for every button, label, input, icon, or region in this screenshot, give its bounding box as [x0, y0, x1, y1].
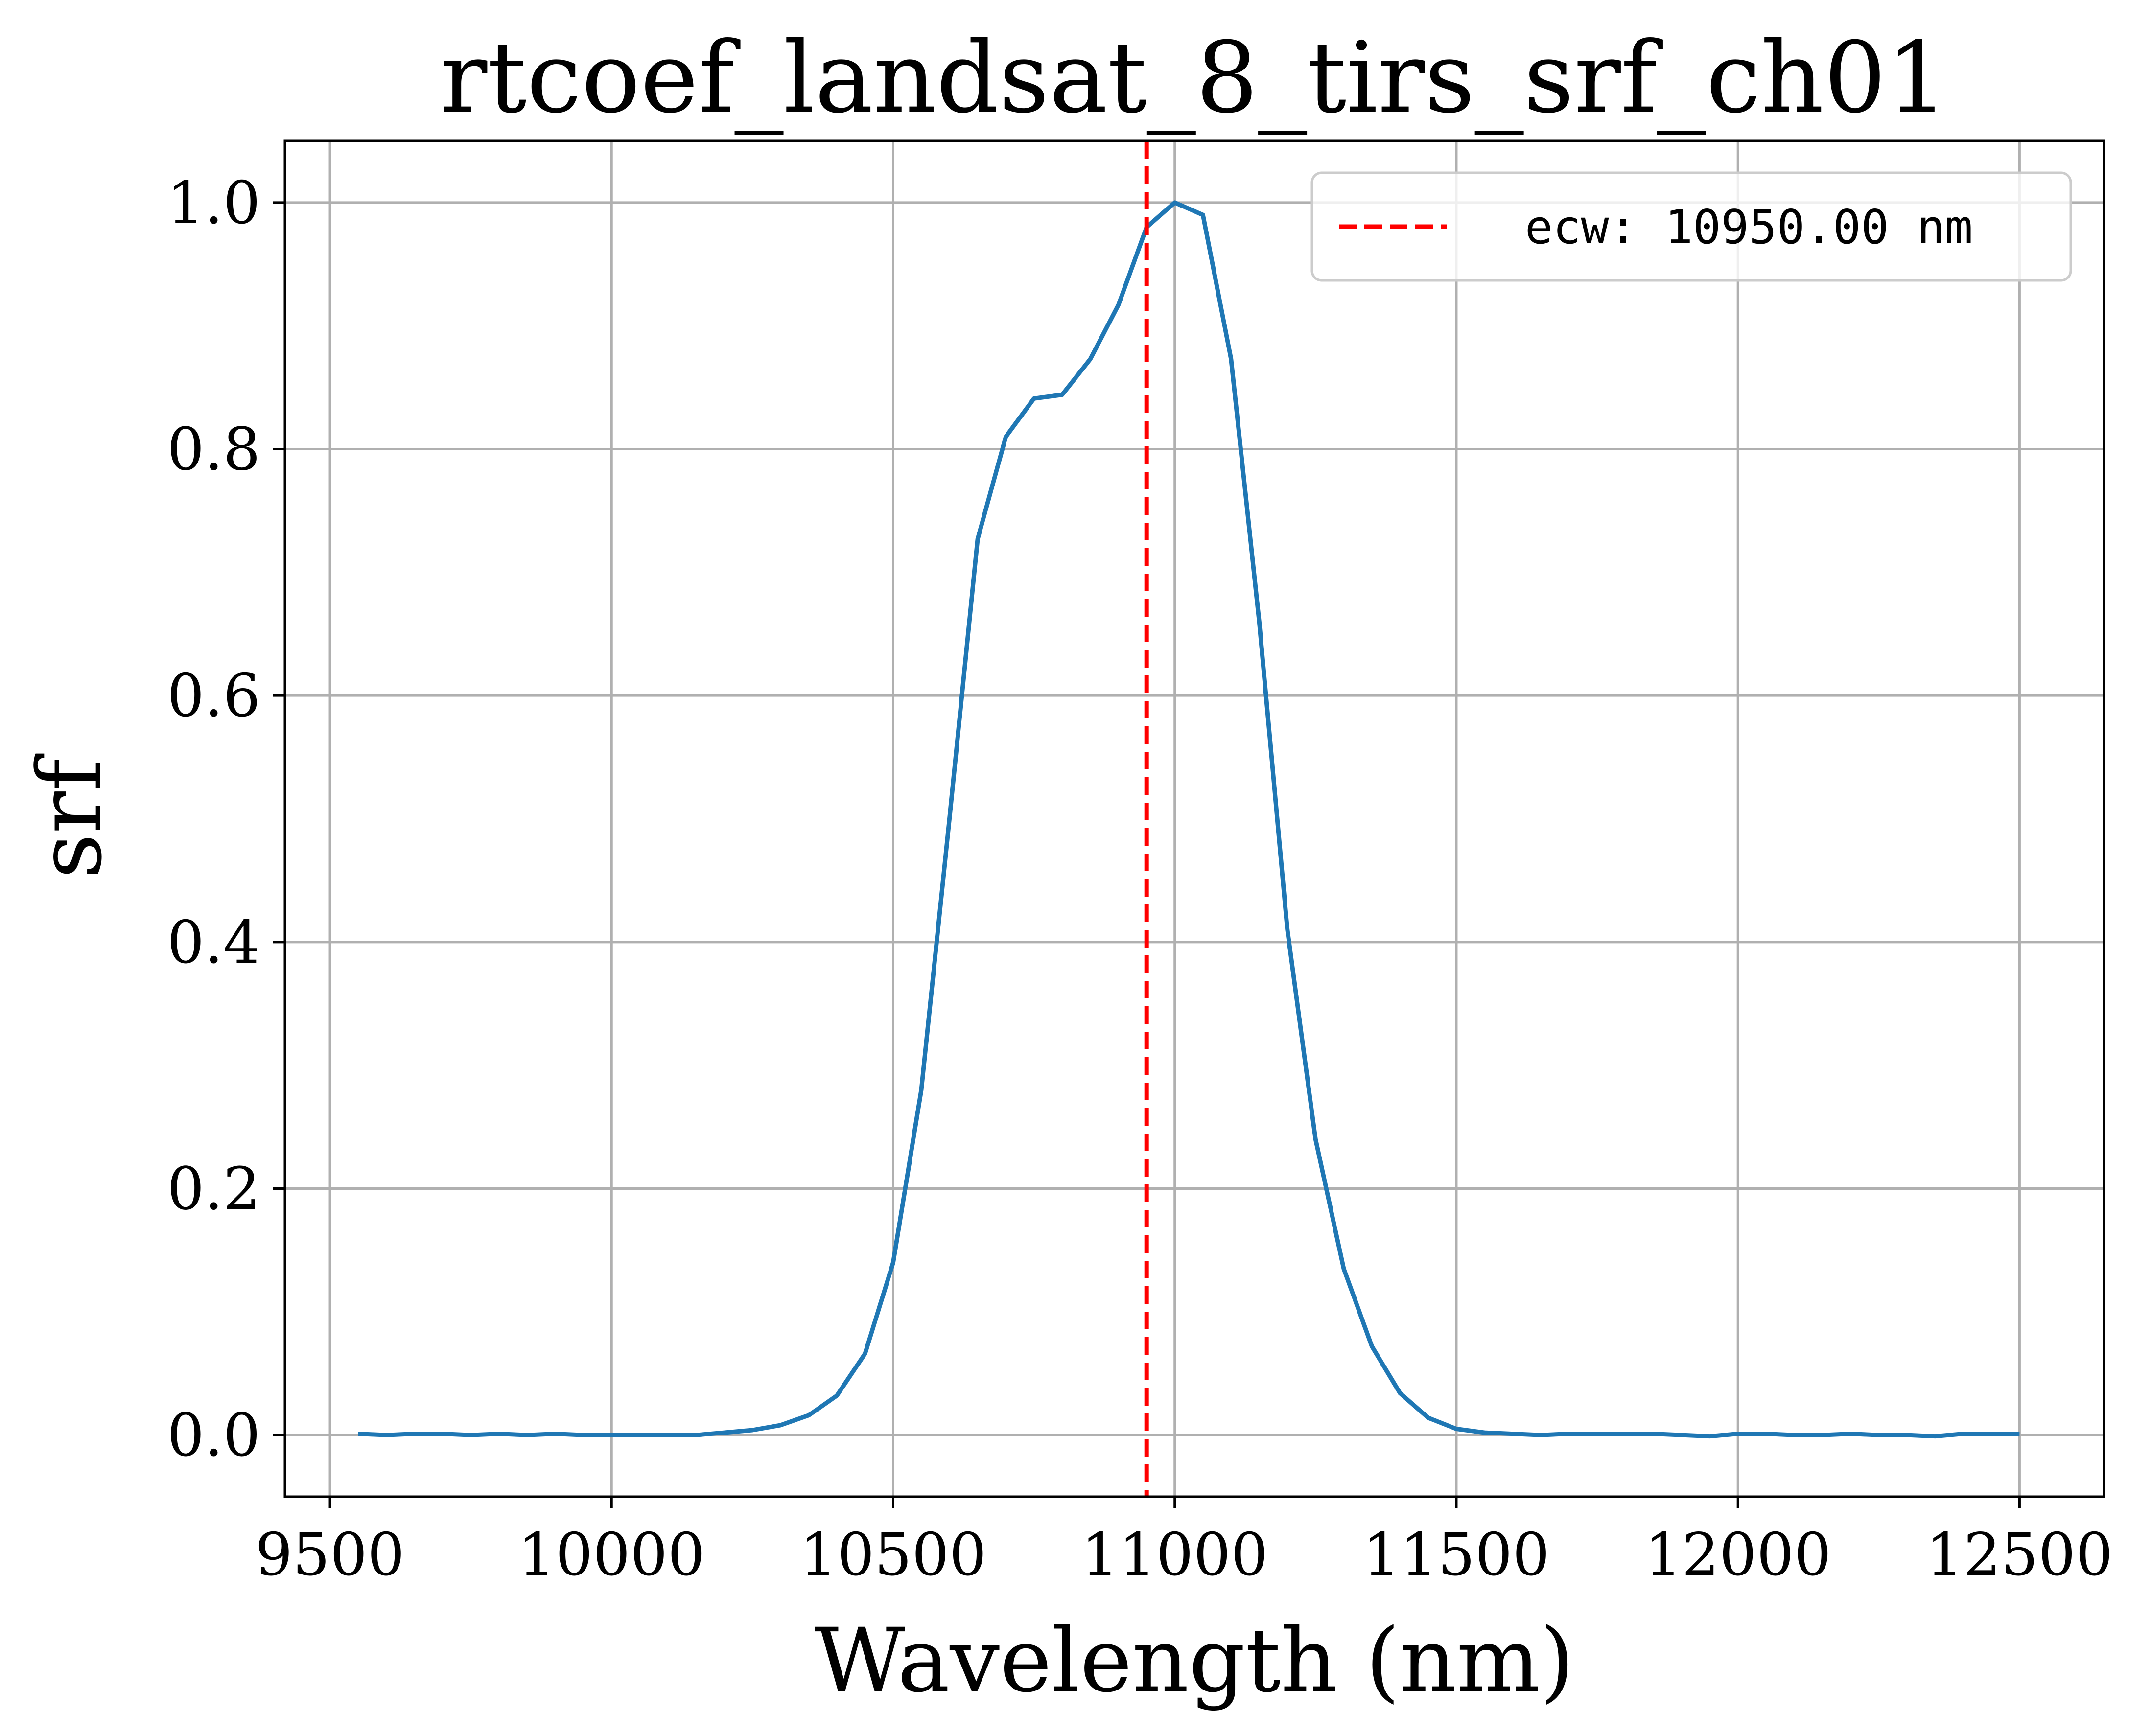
plot-area [358, 141, 2020, 1497]
x-axis-label: Wavelength (nm) [815, 1610, 1575, 1712]
axes-frame [283, 139, 2105, 1498]
x-tick-label: 12500 [1926, 1521, 2113, 1589]
x-tick-label: 11500 [1363, 1521, 1550, 1589]
y-axis-label: srf [19, 753, 121, 879]
y-tick-label: 0.2 [167, 1155, 260, 1223]
y-tick-label: 0.4 [167, 909, 260, 977]
y-tick-label: 1.0 [167, 169, 260, 237]
legend: ecw: 10950.00 nm [1310, 171, 2072, 282]
srf-series-line [358, 200, 2020, 1439]
x-tick-label: 10500 [800, 1521, 987, 1589]
legend-label-ecw: ecw: 10950.00 nm [1525, 201, 1973, 255]
y-tick-label: 0.6 [167, 662, 260, 730]
x-tick-label: 9500 [255, 1521, 404, 1589]
x-tick-label: 11000 [1081, 1521, 1268, 1589]
legend-box [1310, 171, 2072, 282]
y-tick-label: 0.0 [167, 1402, 260, 1470]
x-tick-label: 10000 [518, 1521, 705, 1589]
chart-title: rtcoef_landsat_8_tirs_srf_ch01 [441, 21, 1948, 135]
y-tick-label: 0.8 [167, 416, 260, 484]
x-tick-label: 12000 [1644, 1521, 1831, 1589]
x-axis-ticks: 9500 10000 10500 11000 11500 12000 12500 [255, 1497, 2113, 1589]
y-axis-ticks: 0.0 0.2 0.4 0.6 0.8 1.0 [167, 169, 285, 1470]
